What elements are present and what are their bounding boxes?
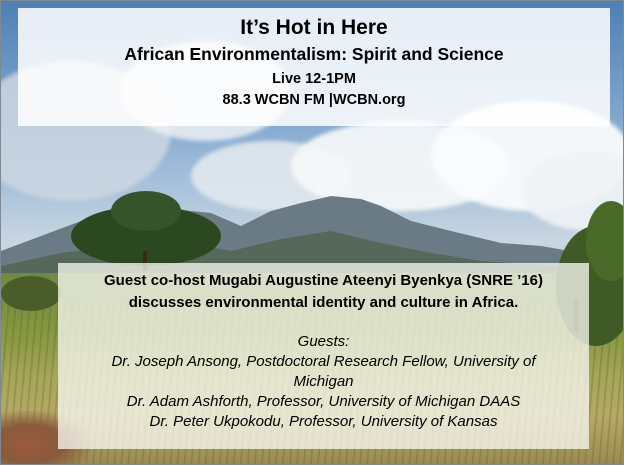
guests-label: Guests: (297, 333, 350, 350)
intro-line: discusses environmental identity and cul… (128, 294, 519, 311)
guest-line: Dr. Peter Ukpokodu, Professor, Universit… (149, 413, 498, 430)
tree-trunk (143, 251, 147, 271)
intro-line: Guest co-host Mugabi Augustine Ateenyi B… (104, 272, 543, 289)
broadcast-time: Live 12-1PM (272, 71, 356, 87)
show-title: It’s Hot in Here (240, 16, 388, 39)
tree (586, 201, 623, 281)
details-panel: Guest co-host Mugabi Augustine Ateenyi B… (58, 263, 589, 449)
header-panel: It’s Hot in Here African Environmentalis… (18, 8, 610, 126)
guest-line: Dr. Adam Ashforth, Professor, University… (126, 393, 521, 410)
guest-line: Dr. Joseph Ansong, Postdoctoral Research… (111, 353, 536, 370)
acacia-tree (111, 191, 181, 231)
episode-subtitle: African Environmentalism: Spirit and Sci… (124, 44, 504, 64)
station-info: 88.3 WCBN FM |WCBN.org (222, 92, 406, 108)
shrub (1, 276, 61, 311)
guest-line: Michigan (293, 373, 354, 390)
